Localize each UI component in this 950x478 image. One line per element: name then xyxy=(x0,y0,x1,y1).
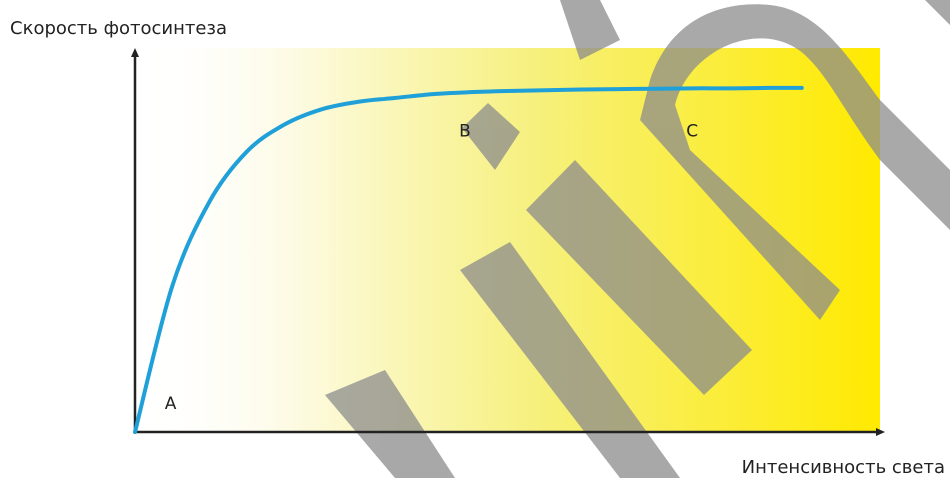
y-axis-label: Скорость фотосинтеза xyxy=(10,18,227,39)
watermark-stroke-7 xyxy=(560,0,620,60)
watermark-stroke-5 xyxy=(462,103,520,170)
photosynthesis-curve xyxy=(133,85,804,434)
x-axis-label: Интенсивность света xyxy=(742,457,945,478)
watermark-stroke-4 xyxy=(526,160,752,395)
watermark xyxy=(325,0,950,478)
point-label-a: A xyxy=(165,394,177,414)
point-label-b: B xyxy=(459,121,471,141)
point-label-c: C xyxy=(686,121,698,141)
watermark-stroke-2 xyxy=(325,370,455,478)
watermark-stroke-3 xyxy=(460,242,680,478)
watermark-stroke-6 xyxy=(640,4,950,320)
watermark-stroke-8 xyxy=(925,0,950,25)
